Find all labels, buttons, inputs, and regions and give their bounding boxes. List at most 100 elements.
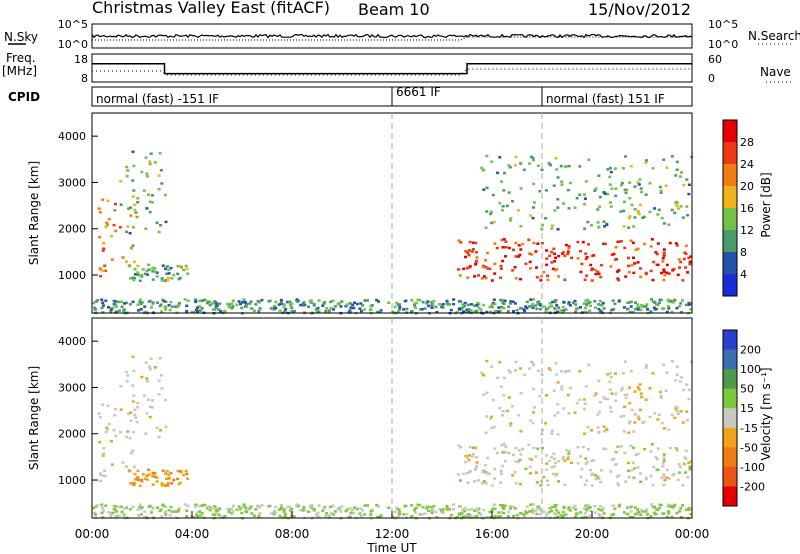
- power-echo-cell: [662, 307, 666, 310]
- power-echo-cell: [498, 156, 502, 159]
- velocity-echo-cell: [514, 446, 518, 450]
- power-echo-cell: [463, 304, 467, 308]
- velocity-echo-cell: [153, 475, 157, 478]
- velocity-echo-cell: [598, 410, 602, 414]
- velocity-echo-cell: [131, 505, 135, 509]
- velocity-echo-cell: [636, 452, 640, 456]
- power-echo-cell: [597, 303, 601, 306]
- power-echo-cell: [586, 220, 590, 224]
- power-echo-cell: [599, 263, 603, 267]
- power-echo-cell: [177, 301, 181, 305]
- power-echo-cell: [348, 301, 352, 305]
- velocity-echo-cell: [103, 469, 107, 473]
- velocity-echo-cell: [227, 510, 231, 514]
- power-echo-cell: [495, 246, 499, 250]
- power-echo-cell: [164, 308, 168, 311]
- power-echo-cell: [463, 310, 467, 314]
- velocity-echo-cell: [677, 510, 681, 513]
- velocity-echo-cell: [269, 512, 273, 515]
- power-echo-cell: [619, 239, 623, 243]
- velocity-echo-cell: [546, 483, 550, 487]
- power-echo-cell: [473, 275, 477, 278]
- power-echo-cell: [532, 201, 536, 204]
- velocity-echo-cell: [619, 388, 623, 392]
- power-echo-cell: [644, 159, 648, 162]
- power-echo-cell: [529, 214, 533, 217]
- velocity-echo-cell: [165, 477, 169, 481]
- power-echo-cell: [562, 202, 566, 205]
- velocity-echo-cell: [539, 484, 543, 487]
- velocity-echo-cell: [510, 404, 514, 408]
- velocity-echo-cell: [395, 506, 399, 510]
- power-echo-cell: [145, 175, 149, 178]
- power-echo-cell: [687, 303, 691, 306]
- velocity-echo-cell: [548, 459, 552, 463]
- power-echo-cell: [133, 208, 137, 212]
- velocity-echo-cell: [245, 507, 249, 511]
- power-echo-cell: [689, 255, 693, 258]
- power-echo-cell: [665, 263, 669, 267]
- power-echo-cell: [124, 260, 128, 263]
- velocity-echo-cell: [550, 455, 554, 459]
- velocity-echo-cell: [532, 446, 536, 450]
- power-echo-cell: [542, 305, 546, 308]
- x-tick-label: 12:00: [375, 527, 410, 541]
- power-echo-cell: [602, 220, 606, 223]
- velocity-echo-cell: [192, 516, 196, 519]
- power-echo-cell: [493, 242, 497, 245]
- power-echo-cell: [133, 276, 137, 280]
- velocity-echo-cell: [485, 415, 489, 418]
- velocity-echo-cell: [633, 512, 637, 516]
- velocity-echo-cell: [482, 480, 486, 483]
- power-echo-cell: [555, 168, 559, 171]
- velocity-echo-cell: [131, 449, 135, 452]
- power-echo-cell: [589, 263, 593, 267]
- power-echo-cell: [273, 304, 277, 308]
- velocity-echo-cell: [528, 510, 532, 513]
- velocity-echo-cell: [656, 418, 660, 421]
- power-echo-cell: [114, 305, 118, 308]
- power-echo-cell: [369, 308, 373, 311]
- power-echo-cell: [534, 250, 538, 253]
- power-echo-cell: [166, 279, 170, 282]
- power-echo-cell: [578, 165, 582, 168]
- power-echo-cell: [131, 226, 135, 229]
- power-echo-cell: [128, 303, 132, 306]
- velocity-echo-cell: [609, 410, 613, 413]
- velocity-echo-cell: [535, 471, 539, 474]
- nsky-label: N.Sky: [4, 30, 39, 44]
- power-echo-cell: [283, 310, 287, 313]
- velocity-echo-cell: [132, 483, 136, 487]
- power-echo-cell: [235, 303, 239, 307]
- velocity-echo-cell: [484, 464, 488, 467]
- power-echo-cell: [445, 303, 449, 306]
- power-echo-cell: [348, 309, 352, 312]
- power-echo-cell: [499, 264, 503, 268]
- power-echo-cell: [98, 267, 102, 270]
- power-echo-cell: [599, 299, 603, 303]
- power-echo-cell: [621, 167, 625, 170]
- velocity-echo-cell: [688, 465, 692, 469]
- power-echo-cell: [649, 309, 653, 313]
- power-echo-cell: [596, 270, 600, 274]
- velocity-echo-cell: [519, 392, 523, 395]
- velocity-echo-cell: [107, 422, 111, 426]
- velocity-echo-cell: [660, 476, 664, 480]
- velocity-echo-cell: [630, 408, 634, 412]
- velocity-echo-cell: [541, 428, 545, 432]
- power-echo-cell: [510, 199, 514, 203]
- power-echo-cell: [560, 180, 564, 183]
- colorbar-swatch: [723, 486, 737, 507]
- power-echo-cell: [637, 212, 641, 216]
- velocity-echo-cell: [667, 477, 671, 480]
- power-echo-cell: [547, 305, 551, 309]
- velocity-echo-cell: [684, 508, 688, 512]
- velocity-echo-cell: [495, 451, 499, 455]
- colorbar-tick-label: 20: [740, 180, 754, 193]
- power-echo-cell: [587, 243, 591, 246]
- velocity-echo-cell: [466, 481, 470, 484]
- power-echo-cell: [131, 150, 135, 154]
- velocity-echo-cell: [438, 507, 442, 511]
- velocity-echo-cell: [452, 503, 456, 506]
